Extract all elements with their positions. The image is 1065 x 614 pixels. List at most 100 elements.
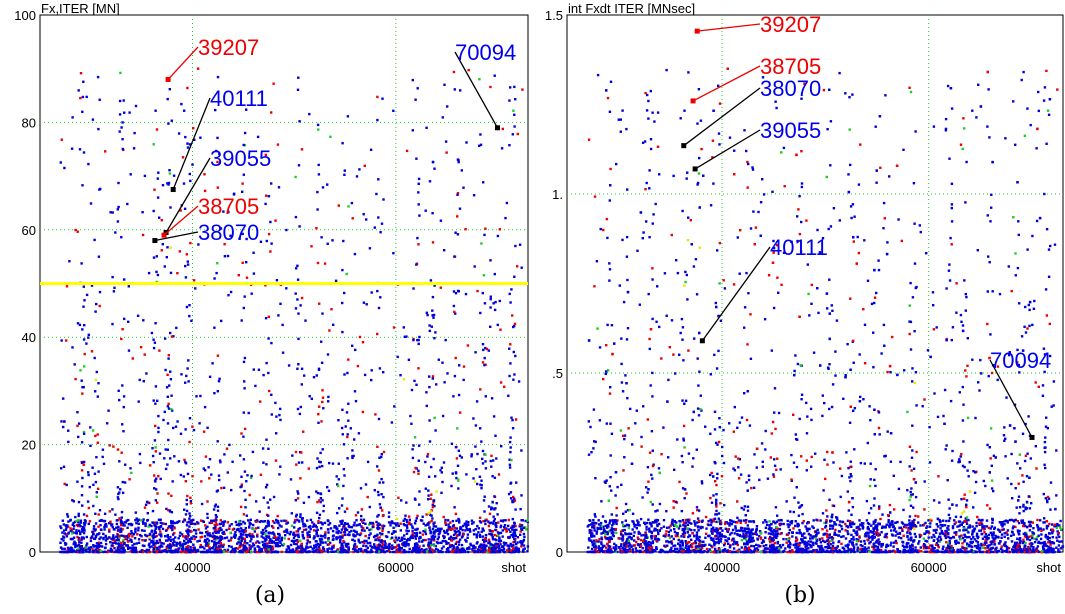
data-point <box>251 542 255 545</box>
data-point <box>482 348 485 352</box>
data-point <box>482 274 486 277</box>
data-point <box>472 194 476 197</box>
data-point <box>189 550 192 554</box>
data-point <box>129 467 132 470</box>
data-point <box>242 435 245 438</box>
data-point <box>210 547 214 550</box>
data-point <box>78 540 81 544</box>
data-point <box>486 550 489 554</box>
data-point <box>167 357 170 360</box>
data-point <box>343 510 347 513</box>
data-point <box>373 543 376 546</box>
data-point <box>619 429 623 432</box>
data-point <box>436 541 440 545</box>
data-point <box>453 526 457 530</box>
data-point <box>493 517 496 521</box>
data-point <box>733 469 737 472</box>
data-point <box>914 546 917 549</box>
data-point <box>408 521 411 524</box>
data-point <box>756 548 760 551</box>
data-point <box>80 546 83 549</box>
data-point <box>262 373 265 377</box>
data-point <box>408 547 411 551</box>
data-point <box>323 549 326 553</box>
data-point <box>300 148 304 151</box>
data-point <box>458 454 462 457</box>
data-point <box>511 545 514 548</box>
data-point <box>243 387 246 390</box>
data-point <box>743 326 746 329</box>
data-point <box>411 129 414 132</box>
data-point <box>123 521 126 524</box>
data-point <box>513 497 516 500</box>
data-point <box>94 534 98 538</box>
data-point <box>365 218 368 221</box>
data-point <box>517 547 520 550</box>
data-point <box>484 467 488 470</box>
data-point <box>319 451 322 455</box>
data-point <box>415 157 418 160</box>
data-point <box>253 547 256 550</box>
data-point <box>747 478 751 482</box>
data-point <box>347 402 350 405</box>
data-point <box>418 550 421 554</box>
data-point <box>119 547 123 550</box>
data-point <box>186 530 189 533</box>
data-point <box>307 467 310 470</box>
data-point <box>194 287 197 290</box>
data-point <box>157 518 161 521</box>
data-point <box>337 484 340 488</box>
data-point <box>943 388 947 392</box>
data-point <box>365 548 368 552</box>
data-point <box>141 233 145 237</box>
data-point <box>316 528 319 532</box>
data-point <box>405 524 408 527</box>
data-point <box>499 381 503 384</box>
data-point <box>77 435 80 439</box>
data-point <box>269 550 272 554</box>
data-point <box>499 328 502 331</box>
data-point <box>231 460 234 463</box>
data-point <box>1033 299 1036 303</box>
data-point <box>261 447 265 450</box>
data-point <box>431 527 435 531</box>
data-point <box>455 540 458 544</box>
data-point <box>179 541 182 544</box>
data-point <box>127 349 131 352</box>
data-point <box>432 316 435 319</box>
data-point <box>315 546 318 549</box>
data-point <box>422 522 425 525</box>
data-point <box>654 202 657 206</box>
data-point <box>267 535 271 538</box>
data-point <box>225 550 228 553</box>
data-point <box>499 543 502 546</box>
data-point <box>307 495 311 499</box>
data-point <box>289 530 292 534</box>
data-point <box>180 548 184 551</box>
data-point <box>138 452 142 456</box>
data-point <box>92 527 96 531</box>
data-point <box>278 544 281 548</box>
data-point <box>963 465 966 469</box>
data-point <box>494 523 497 526</box>
data-point <box>106 550 110 554</box>
data-point <box>311 521 314 524</box>
data-point <box>248 521 251 524</box>
data-point <box>299 515 302 518</box>
data-point <box>899 460 902 464</box>
data-point <box>376 524 380 527</box>
data-point <box>201 545 204 549</box>
data-point <box>88 485 91 489</box>
data-point <box>353 529 356 532</box>
data-point <box>271 540 275 544</box>
data-point <box>510 526 513 529</box>
data-point <box>520 541 523 545</box>
data-point <box>902 148 905 151</box>
data-point <box>407 522 411 526</box>
data-point <box>415 534 418 538</box>
data-point <box>439 550 442 553</box>
data-point <box>342 524 346 527</box>
data-point <box>84 548 88 552</box>
data-point <box>521 88 524 91</box>
data-point <box>194 535 198 539</box>
